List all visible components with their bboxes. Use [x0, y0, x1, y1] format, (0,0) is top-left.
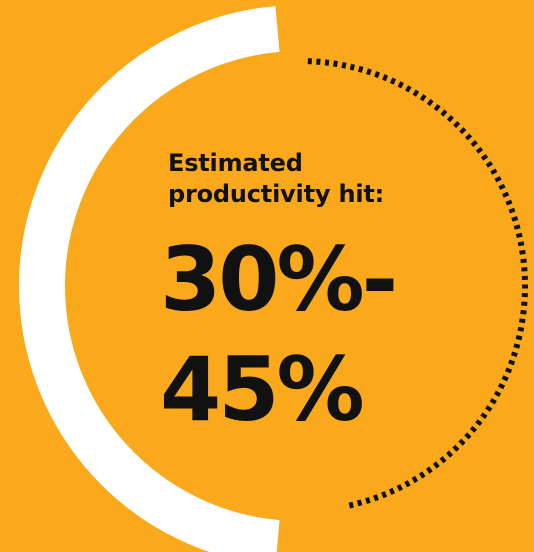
metric-label: Estimated productivity hit: [168, 148, 488, 210]
metric-label-line-1: Estimated [168, 149, 303, 177]
dotted-arc-icon [307, 58, 528, 510]
progress-arc-icon [19, 6, 280, 552]
metric-value-line-1: 30%- [160, 228, 398, 331]
metric-value-line-2: 45% [160, 338, 365, 441]
metric-label-line-2: productivity hit: [168, 180, 385, 208]
